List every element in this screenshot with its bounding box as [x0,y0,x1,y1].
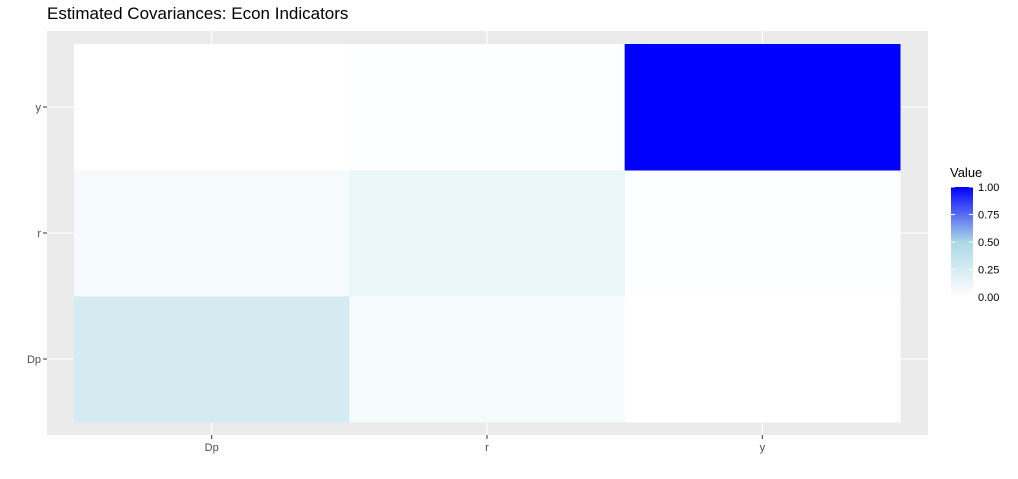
legend-tick-label-2: 0.50 [978,237,999,249]
legend-colorbar [951,187,973,297]
x-tick-label-r: r [485,442,489,454]
heatmap-cell-Dp-y [74,44,350,171]
heatmap-cell-r-y [349,44,626,171]
legend-title: Value [950,165,982,180]
y-tick-label-Dp: Dp [27,354,41,366]
heatmap-cell-Dp-Dp [74,296,350,423]
heatmap-cell-r-Dp [349,296,626,423]
y-tick-label-y: y [36,102,42,114]
heatmap-cell-y-Dp [624,296,901,423]
y-tick-label-r: r [37,228,41,240]
legend-tick-label-4: 1.00 [978,182,999,194]
heatmap-cell-Dp-r [74,170,350,297]
heatmap-cell-r-r [349,170,626,297]
legend-tick-label-3: 0.75 [978,210,999,222]
x-tick-label-y: y [760,442,766,454]
heatmap-cell-y-r [624,170,901,297]
legend-tick-label-0: 0.00 [978,292,999,304]
legend-tick-label-1: 0.25 [978,265,999,277]
heatmap-cell-y-y [624,44,901,171]
x-tick-label-Dp: Dp [205,442,219,454]
chart-title: Estimated Covariances: Econ Indicators [47,4,349,23]
